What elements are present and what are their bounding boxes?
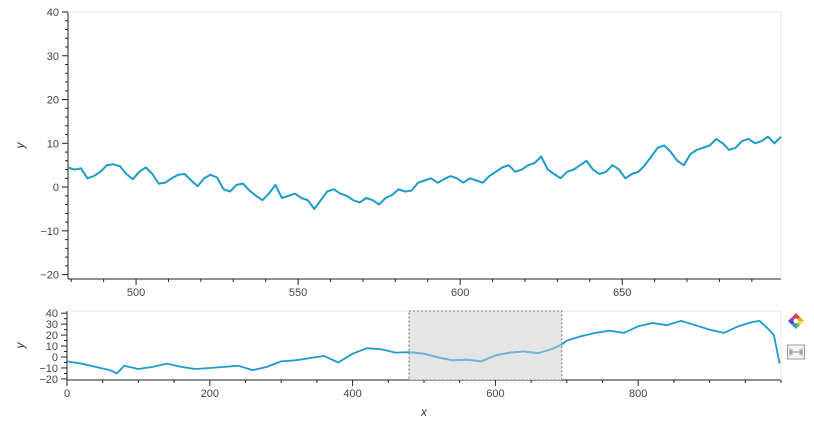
x-tick-label: 800 — [629, 388, 647, 400]
y-tick-label: −10 — [40, 226, 59, 238]
y-tick-label: 40 — [46, 308, 58, 320]
y-tick-label: 30 — [47, 51, 59, 63]
y-axis-label: y — [13, 142, 27, 150]
y-tick-label: −10 — [39, 363, 58, 375]
y-tick-label: 20 — [46, 330, 58, 342]
x-tick-label: 0 — [64, 388, 70, 400]
x-tick-label: 500 — [127, 287, 145, 299]
range-selection-box — [408, 310, 563, 381]
y-tick-label: −20 — [40, 270, 59, 282]
x-axis-label: x — [420, 405, 428, 419]
y-tick-label: 10 — [47, 138, 59, 150]
x-tick-label: 550 — [289, 287, 307, 299]
y-tick-label: −20 — [39, 374, 58, 386]
y-tick-label: 40 — [47, 7, 59, 19]
y-tick-label: 10 — [46, 341, 58, 353]
range-tool-icon[interactable] — [786, 342, 806, 362]
series-line-selected — [408, 343, 563, 363]
series-line — [68, 135, 782, 210]
y-tick-label: 20 — [47, 95, 59, 107]
x-tick-label: 600 — [451, 287, 469, 299]
y-tick-label: 0 — [53, 182, 59, 194]
x-tick-label: 650 — [613, 287, 631, 299]
x-tick-label: 600 — [486, 388, 504, 400]
y-axis-label: y — [13, 342, 27, 350]
x-tick-label: 200 — [201, 388, 219, 400]
y-tick-label: 30 — [46, 319, 58, 331]
bokeh-logo-icon[interactable] — [786, 311, 806, 331]
main-plot[interactable]: 500 550 600 650 −20 −10 0 10 20 30 40 y — [13, 7, 782, 299]
y-tick-label: 0 — [52, 352, 58, 364]
x-tick-label: 400 — [343, 388, 361, 400]
